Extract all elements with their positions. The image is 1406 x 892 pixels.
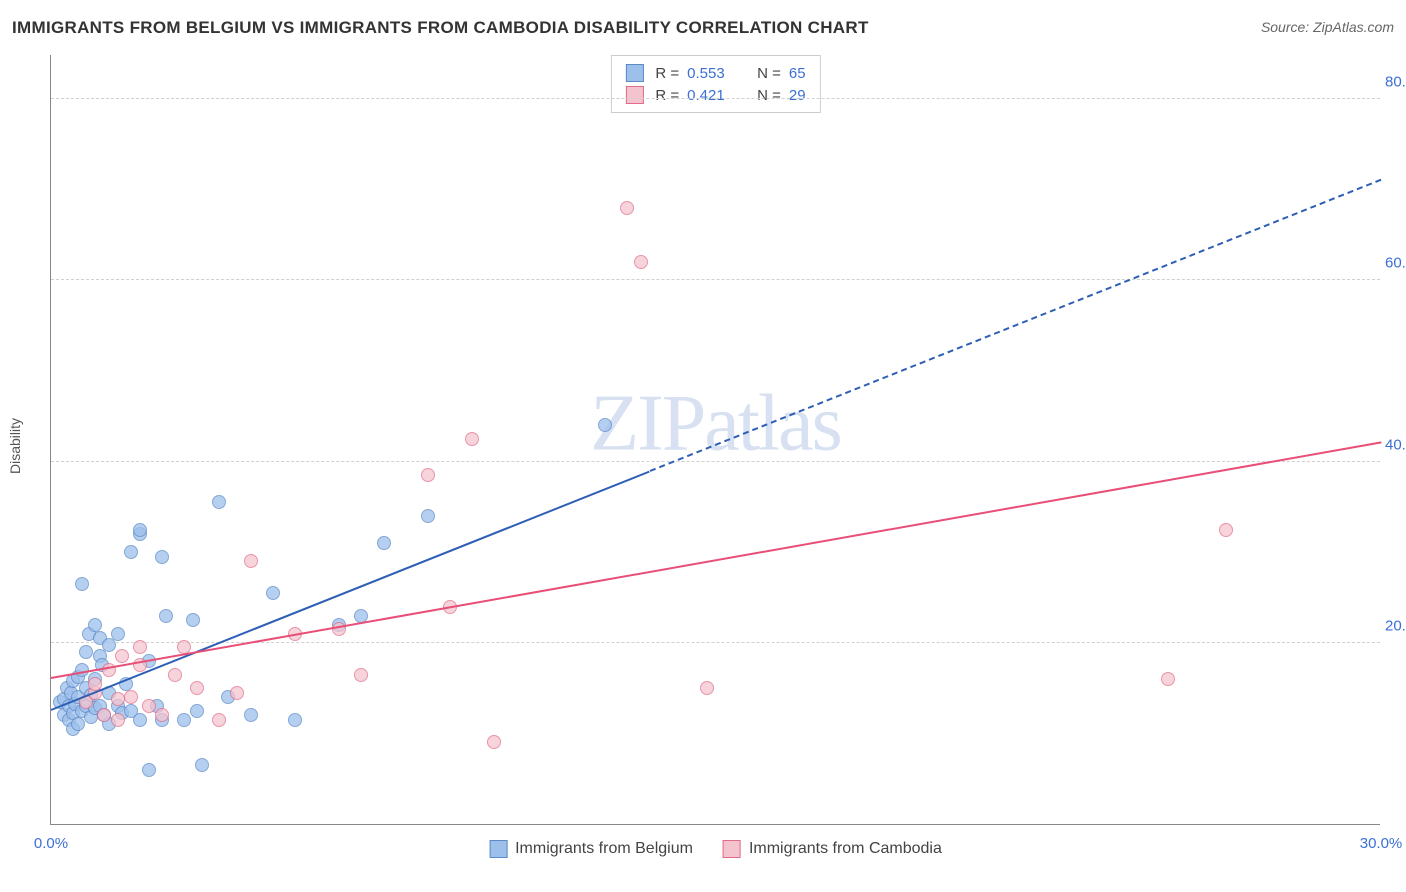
scatter-point-belgium [186, 613, 200, 627]
n-value: 65 [789, 65, 806, 82]
source-label: Source: [1261, 19, 1313, 35]
scatter-point-cambodia [1219, 523, 1233, 537]
legend-swatch-icon [723, 840, 741, 858]
scatter-point-cambodia [124, 690, 138, 704]
source: Source: ZipAtlas.com [1261, 19, 1394, 37]
scatter-point-belgium [212, 495, 226, 509]
legend-correlation: R = 0.553 N = 65 R = 0.421 N = 29 [610, 55, 820, 113]
scatter-point-cambodia [168, 668, 182, 682]
scatter-point-belgium [124, 545, 138, 559]
scatter-point-cambodia [244, 554, 258, 568]
scatter-point-belgium [288, 713, 302, 727]
scatter-point-cambodia [142, 699, 156, 713]
y-tick-label: 60.0% [1385, 255, 1406, 272]
scatter-point-belgium [195, 758, 209, 772]
scatter-point-cambodia [155, 708, 169, 722]
legend-item-cambodia: Immigrants from Cambodia [723, 840, 942, 858]
gridline [51, 279, 1380, 280]
legend-item-belgium: Immigrants from Belgium [489, 840, 693, 858]
scatter-point-cambodia [190, 681, 204, 695]
r-label: R = [655, 65, 679, 82]
scatter-point-belgium [79, 645, 93, 659]
trendline [51, 470, 650, 710]
scatter-point-cambodia [487, 735, 501, 749]
scatter-point-cambodia [421, 468, 435, 482]
scatter-point-belgium [598, 418, 612, 432]
scatter-point-belgium [266, 586, 280, 600]
scatter-point-belgium [244, 708, 258, 722]
n-label: N = [757, 87, 781, 104]
scatter-point-belgium [177, 713, 191, 727]
n-label: N = [757, 65, 781, 82]
legend-label: Immigrants from Cambodia [749, 840, 942, 858]
plot-area: ZIPatlas R =0.553N =65R =0.421N =29 Immi… [50, 55, 1380, 825]
y-tick-label: 80.0% [1385, 74, 1406, 91]
scatter-point-belgium [133, 523, 147, 537]
legend-row-belgium: R = 0.553 N = 65 [625, 62, 805, 84]
r-label: R = [655, 87, 679, 104]
legend-label: Immigrants from Belgium [515, 840, 693, 858]
legend-swatch-icon [489, 840, 507, 858]
r-value: 0.421 [687, 87, 737, 104]
scatter-point-cambodia [111, 713, 125, 727]
scatter-point-cambodia [1161, 672, 1175, 686]
gridline [51, 98, 1380, 99]
scatter-point-belgium [421, 509, 435, 523]
scatter-point-belgium [159, 609, 173, 623]
scatter-point-belgium [75, 577, 89, 591]
scatter-point-belgium [133, 713, 147, 727]
scatter-point-belgium [155, 550, 169, 564]
scatter-point-cambodia [212, 713, 226, 727]
legend-swatch-icon [625, 86, 643, 104]
scatter-point-cambodia [111, 692, 125, 706]
x-tick-label: 0.0% [34, 835, 68, 852]
trendline [649, 179, 1381, 472]
legend-row-cambodia: R = 0.421 N = 29 [625, 84, 805, 106]
y-tick-label: 20.0% [1385, 617, 1406, 634]
scatter-point-belgium [190, 704, 204, 718]
legend-series: Immigrants from Belgium Immigrants from C… [489, 840, 942, 858]
gridline [51, 461, 1380, 462]
scatter-point-cambodia [230, 686, 244, 700]
scatter-point-cambodia [133, 640, 147, 654]
chart-title: IMMIGRANTS FROM BELGIUM VS IMMIGRANTS FR… [12, 18, 869, 38]
scatter-point-belgium [142, 763, 156, 777]
scatter-point-cambodia [634, 255, 648, 269]
y-axis-label: Disability [7, 418, 23, 474]
x-tick-label: 30.0% [1360, 835, 1403, 852]
scatter-point-belgium [88, 618, 102, 632]
scatter-point-belgium [111, 627, 125, 641]
source-value: ZipAtlas.com [1313, 19, 1394, 35]
scatter-point-belgium [377, 536, 391, 550]
scatter-point-cambodia [700, 681, 714, 695]
y-tick-label: 40.0% [1385, 436, 1406, 453]
scatter-point-cambodia [97, 708, 111, 722]
scatter-point-belgium [71, 717, 85, 731]
n-value: 29 [789, 87, 806, 104]
watermark: ZIPatlas [590, 379, 841, 470]
scatter-point-cambodia [465, 432, 479, 446]
scatter-point-cambodia [115, 649, 129, 663]
scatter-point-cambodia [354, 668, 368, 682]
r-value: 0.553 [687, 65, 737, 82]
legend-swatch-icon [625, 64, 643, 82]
scatter-point-cambodia [620, 201, 634, 215]
